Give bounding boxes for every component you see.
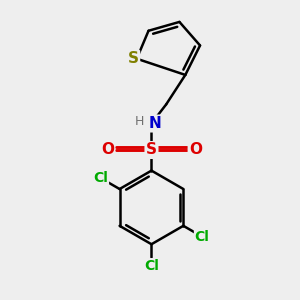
Text: O: O <box>101 142 114 158</box>
Text: S: S <box>146 142 157 158</box>
Text: N: N <box>148 116 161 131</box>
Text: Cl: Cl <box>144 259 159 273</box>
Text: Cl: Cl <box>94 171 108 185</box>
Text: O: O <box>189 142 202 158</box>
Text: Cl: Cl <box>194 230 209 244</box>
Text: H: H <box>134 115 144 128</box>
Text: S: S <box>128 51 139 66</box>
